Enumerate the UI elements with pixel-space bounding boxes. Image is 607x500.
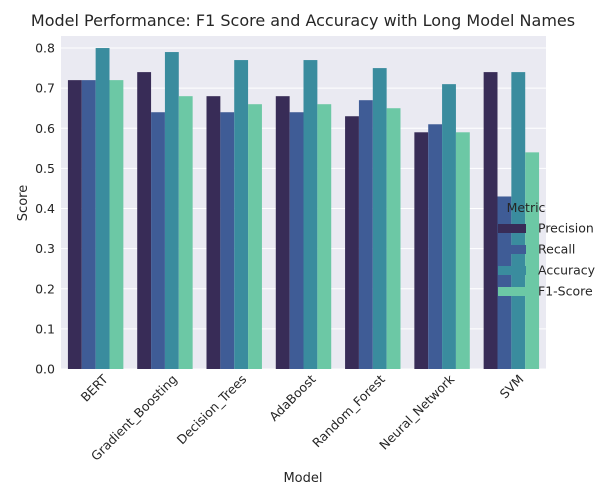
y-axis-ticks: 0.0 0.1 0.2 0.3 0.4 0.5 0.6 0.7 0.8	[35, 41, 55, 377]
bar-f1-score-neural_network	[455, 132, 470, 369]
bar-accuracy-gradient_boosting	[164, 52, 179, 370]
bar-accuracy-bert	[95, 48, 110, 370]
y-tick-label: 0.0	[35, 362, 55, 377]
bar-recall-decision_trees	[220, 112, 235, 369]
legend-label-precision: Precision	[538, 221, 594, 236]
bar-f1-score-random_forest	[386, 108, 401, 370]
bar-f1-score-gradient_boosting	[178, 96, 193, 369]
x-tick-label: SVM	[497, 372, 527, 402]
legend-label-accuracy: Accuracy	[538, 263, 596, 278]
legend-swatch-precision	[498, 224, 526, 233]
bar-recall-bert	[81, 80, 96, 369]
bar-recall-random_forest	[358, 100, 373, 369]
y-tick-label: 0.5	[35, 161, 55, 176]
x-tick-label: BERT	[78, 371, 111, 404]
y-axis-label: Score	[16, 185, 31, 221]
bar-recall-gradient_boosting	[151, 112, 165, 369]
bar-accuracy-svm	[511, 72, 526, 370]
y-tick-label: 0.6	[35, 121, 55, 136]
bar-recall-adaboost	[289, 112, 304, 369]
x-tick-label: Neural_Network	[376, 371, 458, 453]
bar-accuracy-neural_network	[442, 84, 456, 369]
y-tick-label: 0.2	[35, 281, 55, 296]
legend-label-recall: Recall	[538, 242, 575, 257]
y-tick-label: 0.1	[35, 321, 55, 336]
bar-f1-score-svm	[525, 152, 540, 369]
y-tick-label: 0.7	[35, 81, 55, 96]
bar-recall-svm	[497, 196, 512, 369]
y-tick-label: 0.8	[35, 41, 55, 56]
bar-f1-score-bert	[109, 80, 124, 369]
bar-f1-score-adaboost	[317, 104, 332, 369]
legend-title: Metric	[507, 200, 546, 215]
legend-swatch-accuracy	[498, 266, 526, 275]
bar-precision-svm	[483, 72, 498, 370]
y-tick-label: 0.4	[35, 201, 55, 216]
x-axis-label: Model	[283, 471, 322, 486]
bar-accuracy-decision_trees	[234, 60, 249, 369]
bar-precision-adaboost	[275, 96, 290, 369]
bar-precision-random_forest	[345, 116, 359, 369]
bar-recall-neural_network	[428, 124, 443, 369]
y-tick-label: 0.3	[35, 241, 55, 256]
bar-f1-score-decision_trees	[248, 104, 262, 369]
legend: Metric Precision Recall Accuracy F1-Score	[498, 200, 596, 299]
legend-swatch-f1-score	[498, 287, 526, 296]
legend-swatch-recall	[498, 245, 526, 254]
bar-precision-gradient_boosting	[137, 72, 152, 370]
bar-accuracy-adaboost	[303, 60, 318, 369]
legend-label-f1-score: F1-Score	[538, 284, 593, 299]
bar-precision-neural_network	[414, 132, 429, 369]
x-tick-label: Random_Forest	[309, 371, 388, 450]
chart-title: Model Performance: F1 Score and Accuracy…	[31, 11, 575, 30]
bar-precision-decision_trees	[206, 96, 221, 369]
bar-precision-bert	[67, 80, 82, 369]
bar-accuracy-random_forest	[372, 68, 387, 370]
x-tick-label: AdaBoost	[266, 371, 319, 424]
x-tick-label: Decision_Trees	[174, 372, 250, 448]
